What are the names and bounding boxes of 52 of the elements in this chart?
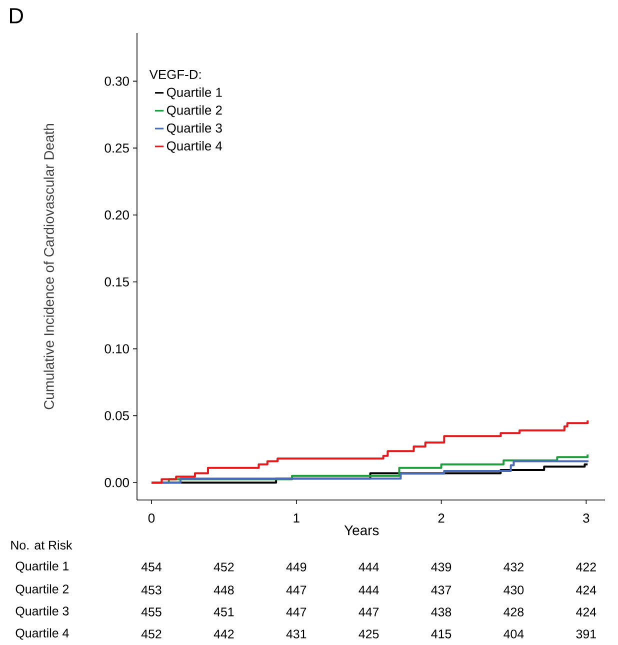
x-tick-label: 1	[294, 514, 300, 522]
y-tick-label: 0.00	[104, 478, 129, 488]
y-tick-label: 0.10	[104, 344, 129, 354]
legend-label: Quartile 2	[166, 105, 222, 118]
chart-title: D	[10, 8, 23, 24]
x-tick-label: 0	[148, 514, 155, 523]
text: 424	[576, 586, 596, 594]
text: 430	[504, 586, 524, 594]
text: 432	[504, 562, 524, 572]
y-tick-label: 0.20	[104, 210, 129, 220]
text: 452	[141, 630, 162, 638]
text: 455	[141, 608, 162, 616]
text: Quartile 3	[16, 606, 69, 618]
text: 415	[431, 630, 452, 638]
text: 442	[214, 630, 234, 638]
legend-label: Quartile 3	[166, 123, 222, 135]
y-tick-label: 0.25	[104, 143, 129, 153]
y-tick-label: 0.30	[104, 76, 129, 86]
text: 431	[286, 630, 306, 638]
text: 438	[431, 608, 452, 616]
text: Quartile 2	[16, 584, 69, 596]
legend-title: VEGF-D:	[149, 70, 201, 80]
legend-label: Quartile 1	[166, 87, 222, 100]
text: 422	[576, 562, 596, 572]
y-axis-title: Cumulative Incidence of Cardiovascular Death	[44, 124, 54, 410]
x-tick-label: 2	[438, 514, 444, 523]
text: 448	[214, 586, 234, 594]
text: 439	[431, 562, 452, 572]
text: 453	[141, 586, 162, 594]
text: 428	[504, 608, 524, 616]
text: 447	[286, 608, 306, 616]
text: 444	[358, 586, 379, 594]
text: 447	[358, 608, 379, 616]
legend-label: Quartile 4	[166, 140, 222, 153]
text: 391	[576, 630, 596, 638]
text: 424	[576, 608, 596, 616]
y-tick-label: 0.05	[104, 411, 129, 420]
x-tick-label: 3	[583, 514, 590, 523]
text: 425	[358, 630, 379, 638]
text: 437	[431, 586, 452, 594]
text: 444	[358, 562, 379, 572]
text: 449	[286, 562, 306, 572]
text: 452	[214, 562, 234, 572]
text: 404	[504, 630, 524, 638]
x-axis-title: Years	[344, 526, 379, 536]
text: Quartile 4	[16, 628, 69, 640]
text: 451	[214, 608, 234, 616]
text: 447	[286, 586, 306, 594]
text: 454	[141, 562, 162, 572]
text: Quartile 1	[16, 561, 69, 573]
y-tick-label: 0.15	[104, 277, 129, 286]
text: No. at Risk	[11, 540, 72, 550]
